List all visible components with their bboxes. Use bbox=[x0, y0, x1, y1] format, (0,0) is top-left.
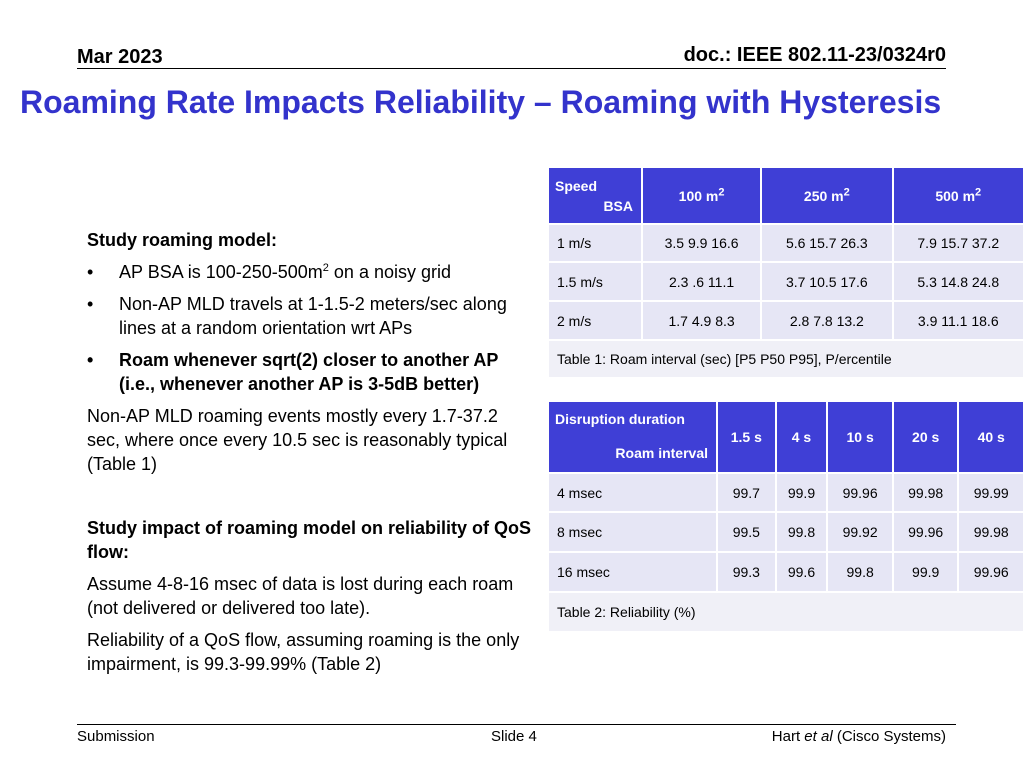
table1-cell: 5.3 14.8 24.8 bbox=[891, 261, 1024, 302]
footer-author: Hart et al (Cisco Systems) bbox=[771, 728, 946, 745]
table1-row-label: 2 m/s bbox=[547, 300, 643, 341]
bullet-dot: • bbox=[87, 262, 94, 282]
footer-slide-number: Slide 4 bbox=[491, 728, 537, 745]
table-roam-interval: BSA Speed 100 m2 250 m2 500 m2 1 m/s 3.5… bbox=[547, 166, 1024, 379]
table1-cell: 7.9 15.7 37.2 bbox=[891, 223, 1024, 263]
slide-title: Roaming Rate Impacts Reliability – Roami… bbox=[20, 84, 942, 120]
heading-study-model: Study roaming model: bbox=[87, 230, 278, 250]
table2-row: 8 msec 99.5 99.8 99.92 99.96 99.98 bbox=[547, 511, 1024, 553]
footer-divider bbox=[77, 724, 956, 725]
para-roaming-events: Non-AP MLD roaming events mostly every 1… bbox=[87, 406, 508, 474]
table2-cell: 99.98 bbox=[957, 511, 1024, 553]
table-reliability: Roam interval Disruption duration 1.5 s … bbox=[547, 400, 1024, 633]
bullet-bsa: • AP BSA is 100-250-500m2 on a noisy gri… bbox=[87, 260, 532, 284]
bullet-bsa-text: AP BSA is 100-250-500m bbox=[119, 262, 323, 282]
table2-corner-disruption: Disruption duration bbox=[555, 411, 685, 427]
table2-col-header: 4 s bbox=[774, 400, 829, 474]
table2-cell: 99.9 bbox=[891, 551, 960, 593]
table2-caption: Table 2: Reliability (%) bbox=[547, 591, 1024, 633]
slide-body: Study roaming model: • AP BSA is 100-250… bbox=[87, 228, 532, 684]
table1-cell: 3.5 9.9 16.6 bbox=[640, 223, 763, 263]
table2-cell: 99.96 bbox=[957, 551, 1024, 593]
bullet-dot: • bbox=[87, 294, 94, 314]
table2-cell: 99.8 bbox=[826, 551, 894, 593]
table1-cell: 5.6 15.7 26.3 bbox=[760, 223, 894, 263]
bullet-dot: • bbox=[87, 350, 94, 370]
table1-corner-speed: Speed bbox=[555, 177, 598, 194]
table1-row-label: 1.5 m/s bbox=[547, 261, 643, 302]
heading-study-impact: Study impact of roaming model on reliabi… bbox=[87, 518, 532, 562]
para-data-loss: Assume 4-8-16 msec of data is lost durin… bbox=[87, 574, 514, 618]
table1-cell: 2.8 7.8 13.2 bbox=[760, 300, 894, 341]
table2-cell: 99.8 bbox=[774, 511, 829, 553]
bullet-roam-rule: • Roam whenever sqrt(2) closer to anothe… bbox=[87, 348, 532, 396]
bullet-roam-rule-text: Roam whenever sqrt(2) closer to another … bbox=[119, 350, 499, 394]
table2-col-header: 40 s bbox=[957, 400, 1024, 474]
table2-cell: 99.6 bbox=[774, 551, 829, 593]
table1-corner: BSA Speed bbox=[547, 166, 643, 225]
table2-row-label: 16 msec bbox=[547, 551, 718, 593]
header-divider bbox=[77, 68, 946, 69]
table1-cell: 3.9 11.1 18.6 bbox=[891, 300, 1024, 341]
table2-row: 16 msec 99.3 99.6 99.8 99.9 99.96 bbox=[547, 551, 1024, 593]
table2-cell: 99.5 bbox=[716, 511, 777, 553]
table1-cell: 1.7 4.9 8.3 bbox=[640, 300, 763, 341]
table1-corner-bsa: BSA bbox=[603, 197, 633, 214]
table1-row: 1 m/s 3.5 9.9 16.6 5.6 15.7 26.3 7.9 15.… bbox=[547, 223, 1024, 263]
table2-col-header: 1.5 s bbox=[716, 400, 777, 474]
table2-cell: 99.96 bbox=[826, 472, 894, 513]
table1-caption: Table 1: Roam interval (sec) [P5 P50 P95… bbox=[547, 339, 1024, 379]
table1-col-header: 500 m2 bbox=[891, 166, 1024, 225]
para-reliability: Reliability of a QoS flow, assuming roam… bbox=[87, 630, 520, 674]
table2-row: 4 msec 99.7 99.9 99.96 99.98 99.99 bbox=[547, 472, 1024, 513]
bullet-bsa-sup: 2 bbox=[322, 262, 329, 274]
table1-cell: 2.3 .6 11.1 bbox=[640, 261, 763, 302]
footer-submission: Submission bbox=[77, 728, 155, 745]
table2-cell: 99.98 bbox=[891, 472, 960, 513]
table1-col-header: 250 m2 bbox=[760, 166, 894, 225]
bullet-bsa-text-end: on a noisy grid bbox=[328, 262, 451, 282]
table1-row: 2 m/s 1.7 4.9 8.3 2.8 7.8 13.2 3.9 11.1 … bbox=[547, 300, 1024, 341]
bullet-speed: • Non-AP MLD travels at 1-1.5-2 meters/s… bbox=[87, 292, 532, 340]
table2-col-header: 10 s bbox=[826, 400, 894, 474]
table2-cell: 99.9 bbox=[774, 472, 829, 513]
table1-row-label: 1 m/s bbox=[547, 223, 643, 263]
header-date: Mar 2023 bbox=[77, 46, 163, 68]
table2-cell: 99.99 bbox=[957, 472, 1024, 513]
table2-cell: 99.92 bbox=[826, 511, 894, 553]
header-doc-id: doc.: IEEE 802.11-23/0324r0 bbox=[683, 44, 946, 66]
table1-col-header: 100 m2 bbox=[640, 166, 763, 225]
table2-row-label: 4 msec bbox=[547, 472, 718, 513]
table2-cell: 99.96 bbox=[891, 511, 960, 553]
table2-cell: 99.7 bbox=[716, 472, 777, 513]
table1-cell: 3.7 10.5 17.6 bbox=[760, 261, 894, 302]
bullet-speed-text: Non-AP MLD travels at 1-1.5-2 meters/sec… bbox=[119, 294, 507, 338]
table2-row-label: 8 msec bbox=[547, 511, 718, 553]
table2-cell: 99.3 bbox=[716, 551, 777, 593]
table2-corner: Roam interval Disruption duration bbox=[547, 400, 718, 474]
table2-corner-roam-interval: Roam interval bbox=[615, 445, 708, 461]
table2-col-header: 20 s bbox=[891, 400, 960, 474]
table1-row: 1.5 m/s 2.3 .6 11.1 3.7 10.5 17.6 5.3 14… bbox=[547, 261, 1024, 302]
